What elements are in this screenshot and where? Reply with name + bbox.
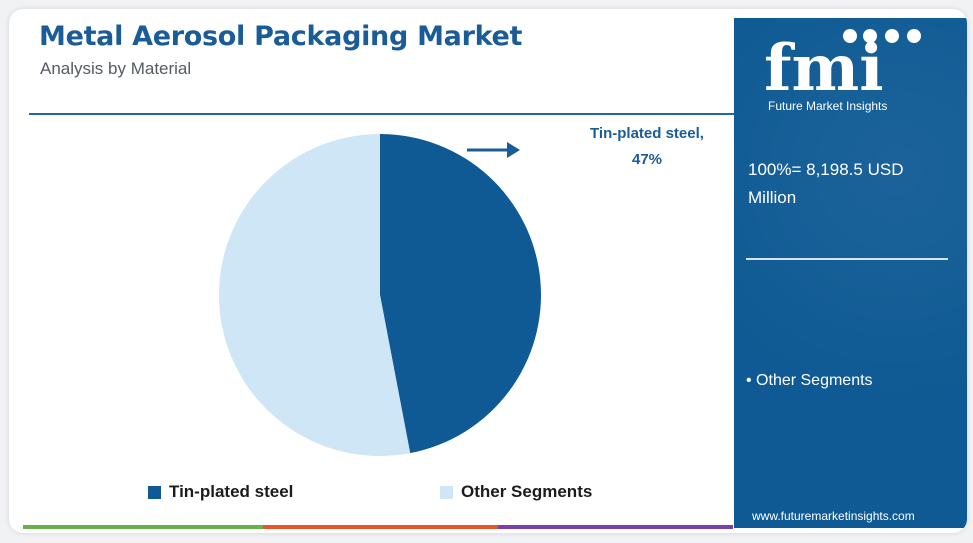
annotation-line-1: Tin-plated steel, [590, 125, 704, 142]
chart-card: Metal Aerosol Packaging Market Analysis … [9, 9, 967, 533]
legend-item-tin-plated-steel: Tin-plated steel [148, 482, 293, 502]
brand-name: Future Market Insights [768, 99, 888, 113]
logo-text: fmi [764, 31, 884, 104]
bar-segment-green [23, 525, 263, 529]
logo-mark: fmi [764, 29, 921, 106]
side-panel: fmi Future Market Insights 100%= 8,198.5… [734, 18, 967, 528]
callout-arrow [467, 142, 520, 158]
chart-subtitle: Analysis by Material [40, 59, 192, 78]
chart-title: Metal Aerosol Packaging Market [39, 21, 523, 52]
market-total-line-1: 100%= 8,198.5 USD [748, 160, 904, 179]
pie-chart [219, 134, 542, 456]
slice-annotation: Tin-plated steel, 47% [557, 121, 737, 173]
logo-dot-icon [907, 29, 921, 43]
logo-dot-icon [885, 29, 899, 43]
pie-slice-tin-plated-steel [380, 134, 542, 454]
market-total-line-2: Million [748, 188, 797, 207]
website-url: www.futuremarketinsights.com [752, 509, 915, 523]
legend-label: Other Segments [461, 482, 593, 501]
pie-slices [219, 134, 542, 456]
other-segments-note: • Other Segments [746, 372, 873, 389]
pie-slice-other-segments [219, 134, 411, 456]
logo-dot-icon [863, 29, 877, 43]
fmi-logo: fmi Future Market Insights [758, 24, 948, 116]
bottom-color-bar [23, 525, 733, 529]
bar-segment-purple [498, 525, 733, 529]
panel-divider [746, 258, 948, 260]
legend-label: Tin-plated steel [169, 482, 294, 501]
legend-item-other-segments: Other Segments [440, 482, 592, 502]
legend-swatch [440, 485, 453, 499]
logo-dot-icon [843, 29, 857, 43]
market-total: 100%= 8,198.5 USD Million [748, 156, 948, 212]
annotation-line-2: 47% [631, 151, 663, 168]
title-divider [29, 113, 735, 115]
bar-segment-orange [263, 525, 498, 529]
legend-swatch [148, 485, 161, 499]
